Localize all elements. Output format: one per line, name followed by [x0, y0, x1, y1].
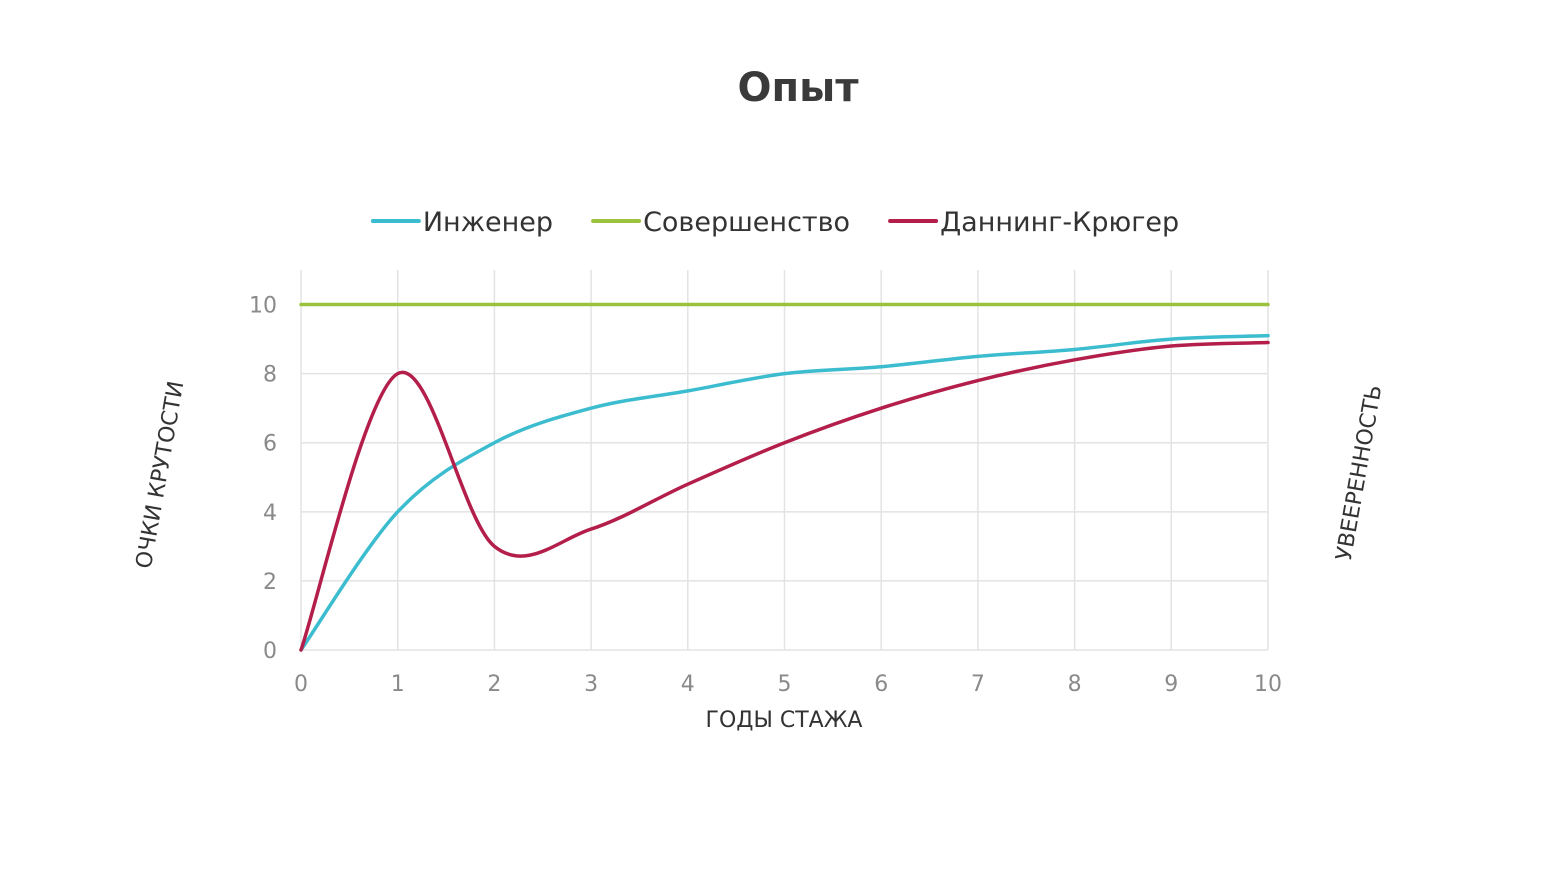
x-tick-label: 9 — [1164, 672, 1178, 697]
chart-title: Опыт — [738, 65, 860, 111]
x-tick-label: 1 — [391, 672, 405, 697]
legend-item-engineer: Инженер — [370, 207, 553, 238]
series-line-dunning-kruger — [299, 340, 1270, 652]
legend-item-dunning-kruger: Даннинг-Крюгер — [888, 207, 1179, 238]
x-tick-label: 4 — [681, 672, 695, 697]
legend-label: Инженер — [423, 207, 553, 238]
y-tick-label: 6 — [263, 432, 277, 457]
legend-item-perfection: Совершенство — [591, 207, 850, 238]
y-tick-label: 0 — [263, 639, 277, 664]
chart-legend: Инженер Совершенство Даннинг-Крюгер — [370, 207, 1179, 238]
x-tick-label: 0 — [294, 672, 308, 697]
x-axis-ticks: 0 1 2 3 4 5 6 7 8 9 10 — [294, 672, 1282, 697]
y-axis-label: ОЧКИ КРУТОСТИ — [132, 379, 190, 570]
x-tick-label: 3 — [584, 672, 598, 697]
y-tick-label: 4 — [263, 501, 277, 526]
y-axis-ticks: 0 2 4 6 8 10 — [249, 294, 277, 664]
series-line-engineer — [299, 333, 1270, 652]
y-tick-label: 8 — [263, 363, 277, 388]
x-tick-label: 5 — [778, 672, 792, 697]
right-axis-label: УВЕЕРЕННОСТЬ — [1332, 383, 1387, 562]
x-tick-label: 2 — [487, 672, 501, 697]
y-tick-label: 2 — [263, 570, 277, 595]
x-axis-label: ГОДЫ СТАЖА — [706, 708, 863, 733]
x-tick-label: 8 — [1068, 672, 1082, 697]
x-tick-label: 7 — [971, 672, 985, 697]
chart-grid — [300, 270, 1269, 651]
chart-series — [299, 302, 1270, 652]
x-tick-label: 10 — [1254, 672, 1282, 697]
legend-label: Даннинг-Крюгер — [940, 207, 1179, 238]
x-tick-label: 6 — [874, 672, 888, 697]
legend-label: Совершенство — [643, 207, 850, 238]
y-tick-label: 10 — [249, 294, 277, 319]
